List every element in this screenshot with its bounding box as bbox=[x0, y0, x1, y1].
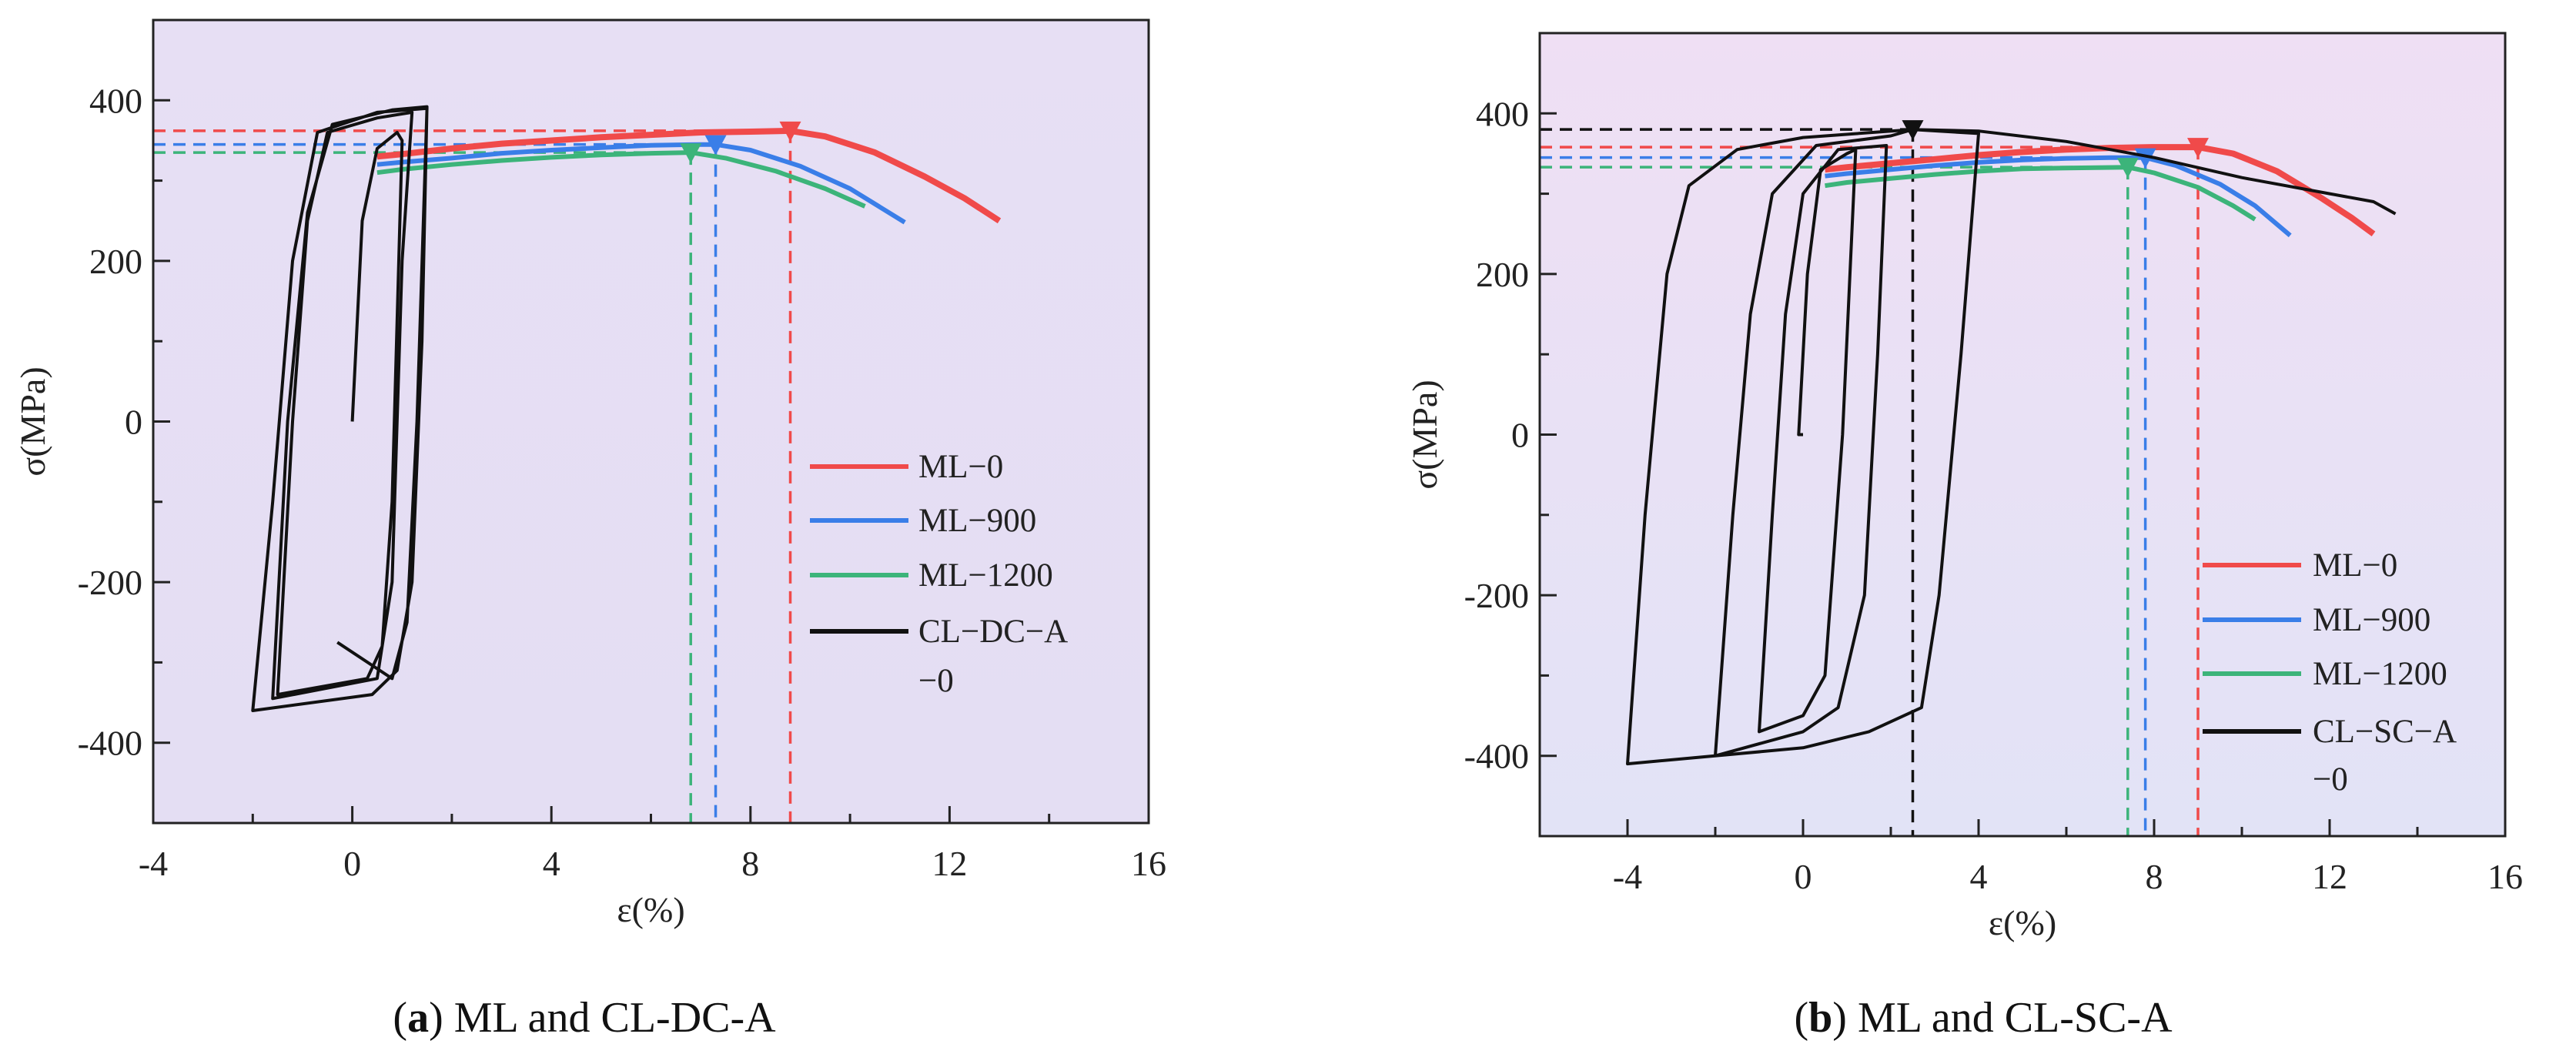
x-tick-label: 12 bbox=[2312, 857, 2347, 896]
peak-marker bbox=[2134, 148, 2156, 169]
peak-marker bbox=[2116, 158, 2139, 179]
peak-marker bbox=[704, 135, 727, 156]
x-axis-label: ε(%) bbox=[617, 890, 684, 929]
x-tick-label: 0 bbox=[1795, 857, 1812, 896]
y-axis-label: σ(MPa) bbox=[1405, 380, 1444, 489]
x-tick-label: 16 bbox=[1131, 844, 1166, 883]
panel-caption: (b) ML and CL-SC-A bbox=[1794, 994, 2173, 1042]
caption-text: ) ML and CL-DC-A bbox=[429, 994, 776, 1042]
legend-label-continued: −0 bbox=[2313, 761, 2348, 798]
peak-marker bbox=[2187, 138, 2209, 159]
legend-label: ML−1200 bbox=[918, 557, 1053, 594]
x-tick-label: 4 bbox=[543, 844, 560, 883]
caption-paren-open: ( bbox=[393, 994, 407, 1042]
legend-label: ML−900 bbox=[2313, 602, 2430, 638]
series-line-ml-900 bbox=[376, 142, 906, 225]
y-tick-label: 0 bbox=[1511, 416, 1529, 455]
caption-panel-label: b bbox=[1808, 994, 1832, 1042]
panel-a: -4 0 4 8 12 16 -400 -200 0 200 400 ε(%) σ(MPa) ML−0 ML… bbox=[13, 18, 1166, 1042]
y-tick-label: -400 bbox=[78, 724, 142, 763]
legend-label: ML−0 bbox=[918, 449, 1003, 485]
y-tick-label: -200 bbox=[78, 563, 142, 602]
legend-label: ML−900 bbox=[918, 503, 1036, 539]
legend-label: CL−SC−A bbox=[2313, 714, 2457, 750]
x-tick-label: 8 bbox=[2146, 857, 2163, 896]
peak-marker bbox=[680, 143, 702, 164]
series-line-ml-900 bbox=[1825, 155, 2292, 238]
peak-marker bbox=[1902, 120, 1924, 141]
x-tick-label: 12 bbox=[932, 844, 967, 883]
plot-frame bbox=[1538, 32, 2507, 838]
x-tick-label: 4 bbox=[1970, 857, 1988, 896]
x-tick-label: 0 bbox=[343, 844, 361, 883]
caption-panel-label: a bbox=[407, 994, 429, 1042]
x-tick-label: 16 bbox=[2487, 857, 2523, 896]
y-tick-label: 400 bbox=[89, 81, 142, 120]
x-axis-label: ε(%) bbox=[1989, 903, 2056, 942]
series-line-cl bbox=[251, 105, 429, 712]
y-tick-label: 200 bbox=[89, 242, 142, 281]
series-line-ml-1200 bbox=[376, 150, 866, 209]
caption-text: ) ML and CL-SC-A bbox=[1832, 994, 2173, 1042]
y-tick-label: -200 bbox=[1464, 576, 1529, 615]
series-line-cl bbox=[1626, 128, 2397, 766]
legend-label: CL−DC−A bbox=[918, 614, 1068, 650]
y-tick-label: 400 bbox=[1476, 94, 1529, 133]
y-tick-label: 0 bbox=[125, 403, 142, 442]
series-line-ml-0 bbox=[376, 127, 1002, 224]
caption-paren-open: ( bbox=[1794, 994, 1808, 1042]
legend-label: ML−1200 bbox=[2313, 656, 2447, 692]
peak-marker bbox=[779, 121, 801, 142]
legend-label: ML−0 bbox=[2313, 547, 2397, 584]
panel-caption: (a) ML and CL-DC-A bbox=[393, 994, 776, 1042]
y-tick-label: -400 bbox=[1464, 737, 1529, 776]
x-tick-label: -4 bbox=[139, 844, 168, 883]
x-tick-label: -4 bbox=[1613, 857, 1642, 896]
panel-b: -4 0 4 8 12 16 -400 -200 0 200 400 ε(%) σ(MPa) ML−0 ML… bbox=[1405, 32, 2523, 1042]
y-axis-label: σ(MPa) bbox=[13, 366, 52, 476]
plot-frame bbox=[152, 18, 1150, 825]
y-tick-label: 200 bbox=[1476, 255, 1529, 294]
legend-label-continued: −0 bbox=[918, 663, 954, 699]
x-tick-label: 8 bbox=[741, 844, 759, 883]
